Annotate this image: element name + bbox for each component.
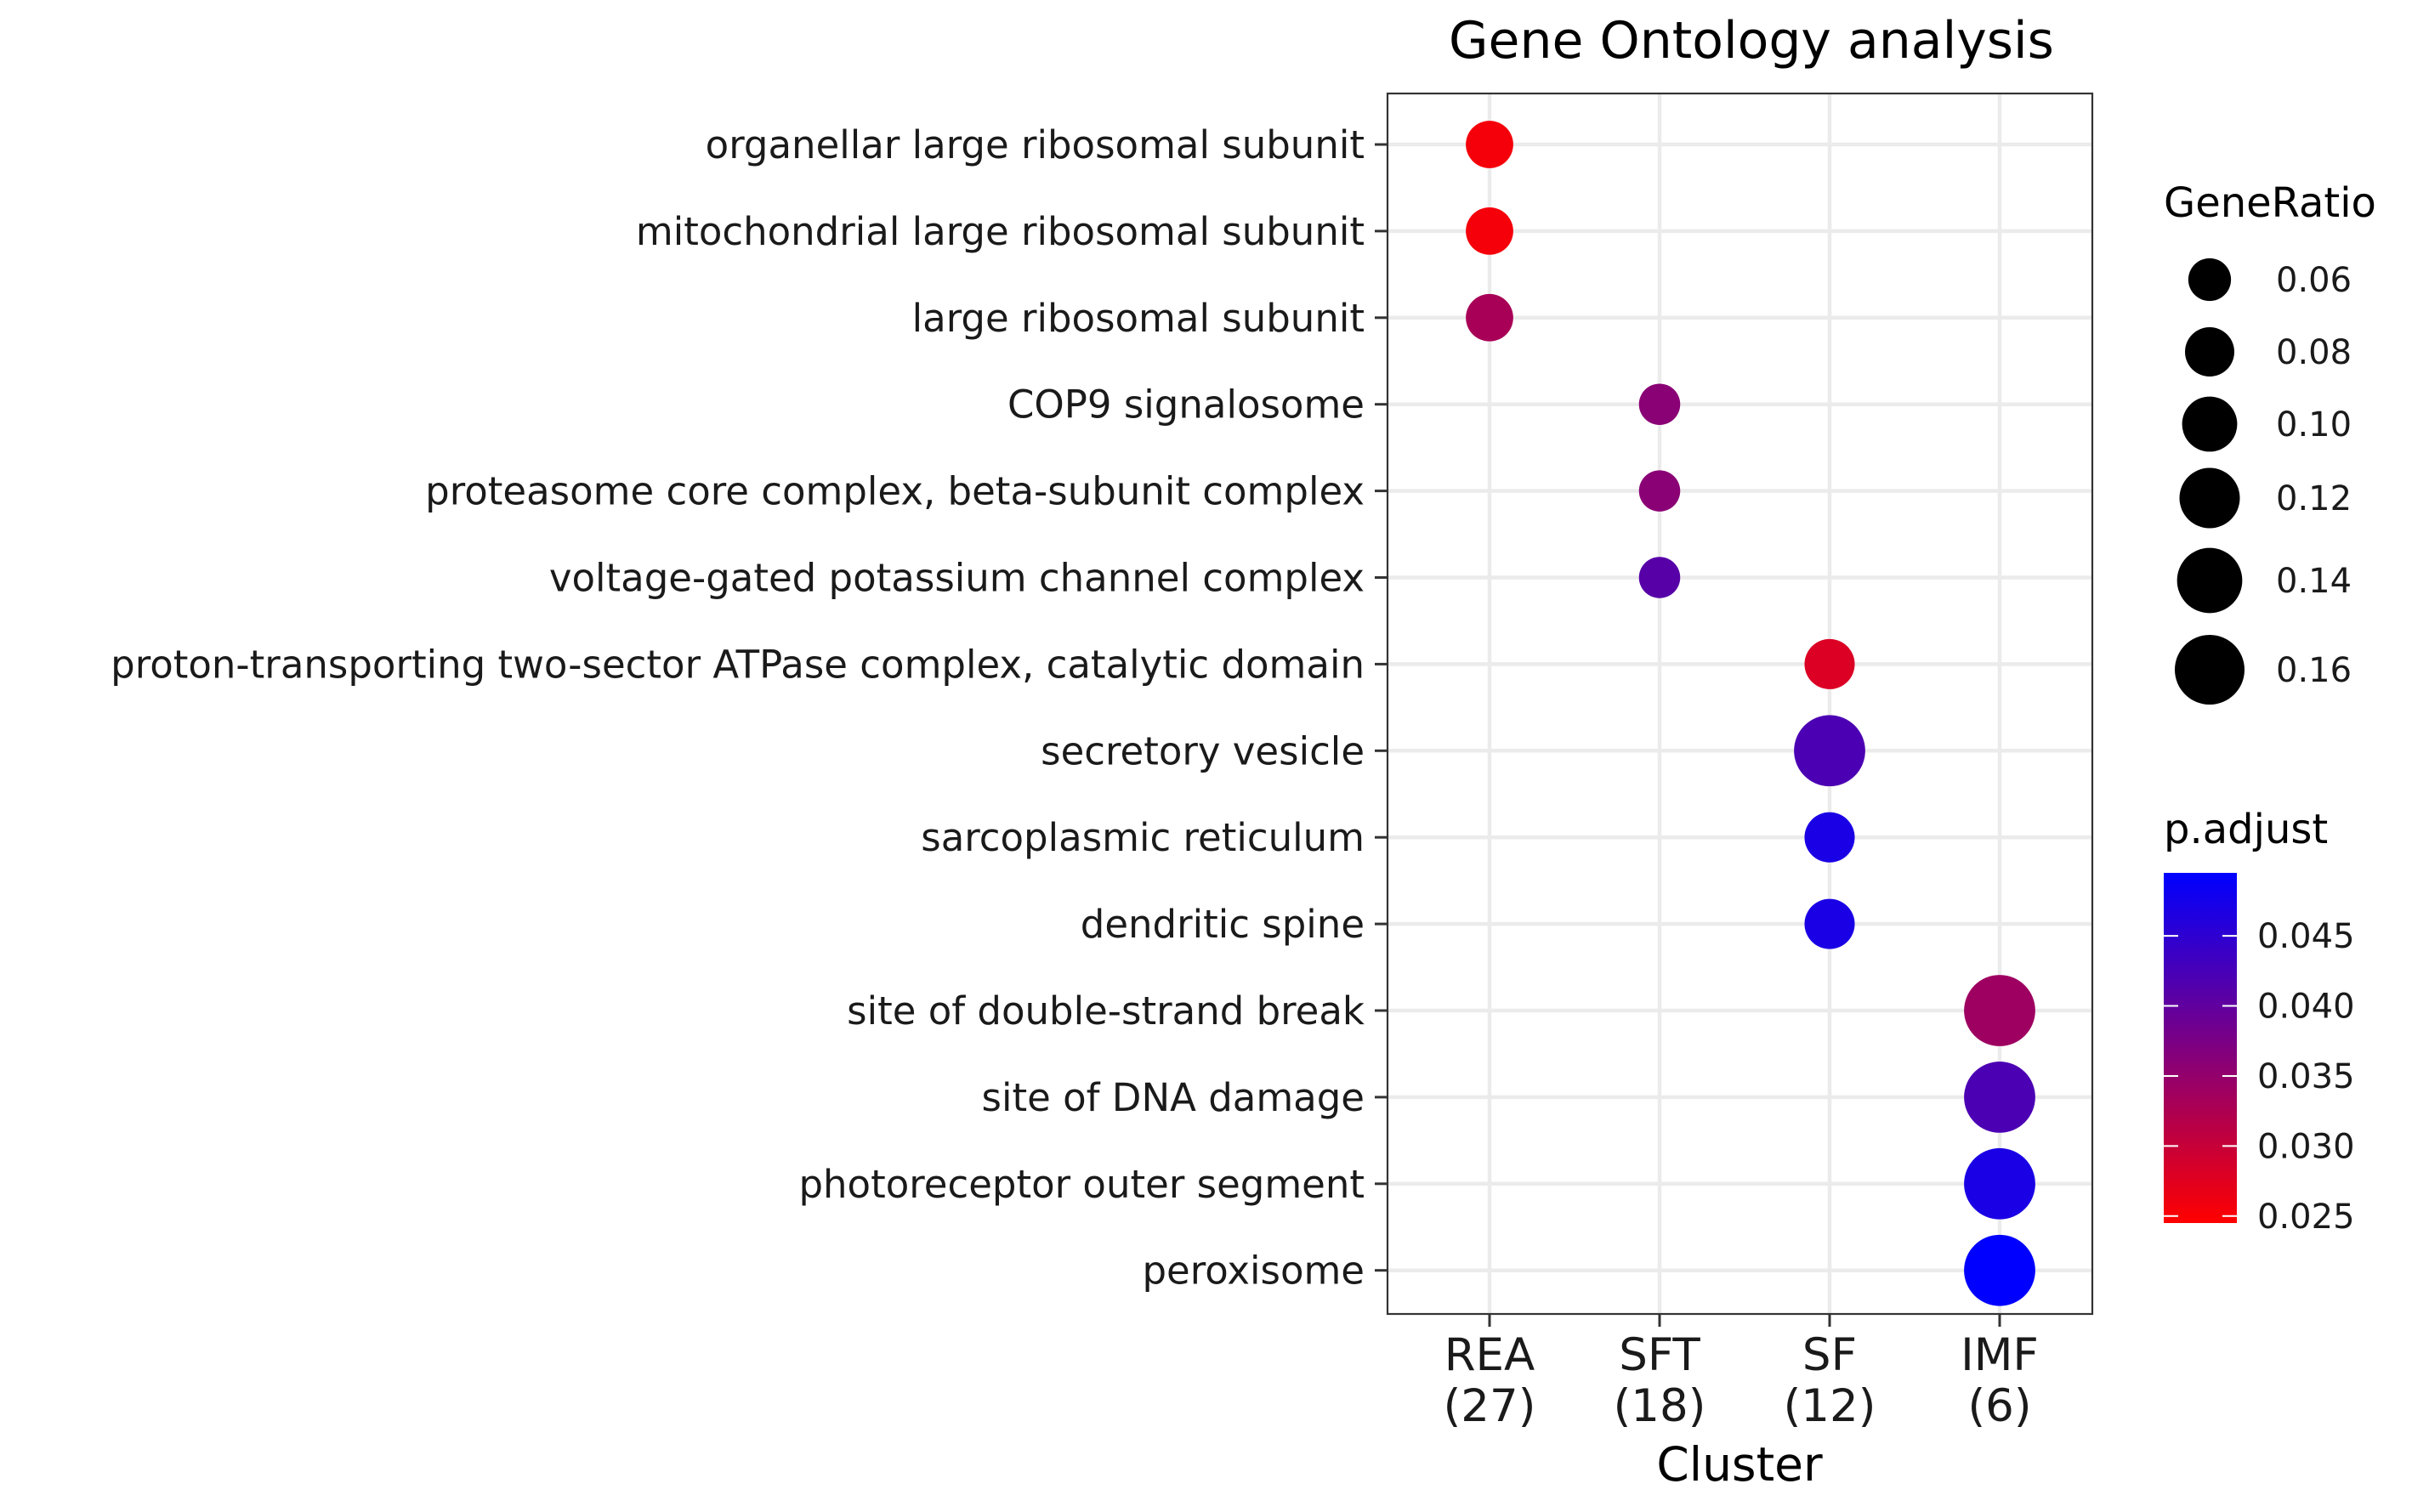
generatio-legend: 0.06 0.08 0.10 0.12 0.14 0.16 (2175, 258, 2352, 705)
point-sf-dendritic-spine (1804, 898, 1855, 949)
panel-border (1386, 92, 2094, 1316)
generatio-legend-key (2179, 467, 2240, 529)
y-tick-label-proteasome-core-complex-beta-subunit-complex: proteasome core complex, beta-subunit co… (425, 469, 1365, 514)
y-tick-label-proton-transporting-two-sector-atpase-complex-catalytic-domain: proton-transporting two-sector ATPase co… (111, 642, 1365, 687)
x-axis-ticks: REA(27) SFT(18) SF(12) IMF(6) (1444, 1314, 2039, 1432)
padjust-legend-label: 0.040 (2257, 988, 2355, 1027)
y-tick-label-large-ribosomal-subunit: large ribosomal subunit (912, 296, 1365, 341)
generatio-legend-key (2185, 327, 2234, 377)
y-tick-label-site-of-double-strand-break: site of double-strand break (847, 988, 1365, 1033)
point-imf-peroxisome (1964, 1234, 2035, 1306)
y-tick-label-secretory-vesicle: secretory vesicle (1041, 728, 1365, 773)
y-tick-label-sarcoplasmic-reticulum: sarcoplasmic reticulum (921, 815, 1365, 860)
y-tick-label-site-of-dna-damage: site of DNA damage (982, 1075, 1365, 1120)
x-axis-title: Cluster (1656, 1437, 1823, 1492)
generatio-legend-key (2182, 396, 2238, 452)
y-tick-label-dendritic-spine: dendritic spine (1081, 902, 1365, 947)
point-sft-proteasome-core-complex-beta-subunit-complex (1638, 470, 1681, 512)
y-tick-label-peroxisome: peroxisome (1142, 1249, 1365, 1294)
data-points (1466, 121, 2035, 1306)
generatio-legend-label: 0.06 (2276, 261, 2352, 300)
padjust-legend-label: 0.045 (2257, 917, 2355, 956)
padjust-legend-ticks: 0.025 0.030 0.035 0.040 0.045 (2164, 917, 2355, 1237)
point-rea-organellar-large-ribosomal-subunit (1466, 121, 1513, 168)
panel-background (1388, 93, 2092, 1314)
padjust-legend-title: p.adjust (2164, 806, 2328, 853)
point-sf-proton-transporting-two-sector-atpase-complex-catalytic-domain (1804, 638, 1855, 689)
generatio-legend-key (2188, 258, 2232, 302)
y-tick-label-cop9-signalosome: COP9 signalosome (1007, 382, 1365, 428)
generatio-legend-label: 0.12 (2276, 479, 2352, 518)
grid-lines (1388, 93, 2092, 1314)
x-tick-label-rea: REA (1444, 1329, 1535, 1381)
padjust-legend-label: 0.025 (2257, 1198, 2355, 1237)
chart-title: Gene Ontology analysis (1449, 11, 2054, 71)
point-rea-mitochondrial-large-ribosomal-subunit (1466, 207, 1513, 255)
generatio-legend-label: 0.08 (2276, 333, 2352, 372)
x-tick-count-imf: (6) (1967, 1380, 2031, 1432)
generatio-legend-title: GeneRatio (2164, 179, 2376, 227)
x-tick-label-imf: IMF (1961, 1329, 2039, 1381)
point-sft-voltage-gated-potassium-channel-complex (1638, 557, 1681, 598)
x-tick-label-sft: SFT (1619, 1329, 1700, 1381)
x-tick-label-sf: SF (1802, 1329, 1857, 1381)
y-axis-ticks: organellar large ribosomal subunit mitoch… (111, 122, 1388, 1294)
x-tick-count-sf: (12) (1784, 1380, 1876, 1432)
generatio-legend-key (2175, 635, 2245, 705)
generatio-legend-label: 0.10 (2276, 405, 2352, 445)
padjust-legend-label: 0.035 (2257, 1057, 2355, 1096)
point-sft-cop9-signalosome (1638, 383, 1681, 425)
point-imf-site-of-double-strand-break (1964, 975, 2035, 1046)
point-imf-site-of-dna-damage (1964, 1062, 2035, 1133)
generatio-legend-label: 0.16 (2276, 651, 2352, 690)
x-tick-count-sft: (18) (1614, 1380, 1706, 1432)
y-tick-label-photoreceptor-outer-segment: photoreceptor outer segment (798, 1162, 1365, 1207)
y-tick-label-voltage-gated-potassium-channel-complex: voltage-gated potassium channel complex (549, 556, 1365, 601)
padjust-colorbar (2164, 873, 2237, 1223)
generatio-legend-key (2176, 547, 2243, 614)
point-rea-large-ribosomal-subunit (1466, 293, 1513, 342)
y-tick-label-mitochondrial-large-ribosomal-subunit: mitochondrial large ribosomal subunit (636, 209, 1365, 254)
padjust-legend-label: 0.030 (2257, 1127, 2355, 1166)
point-sf-sarcoplasmic-reticulum (1804, 812, 1855, 863)
generatio-legend-label: 0.14 (2276, 562, 2352, 601)
y-tick-label-organellar-large-ribosomal-subunit: organellar large ribosomal subunit (706, 122, 1365, 167)
point-imf-photoreceptor-outer-segment (1964, 1147, 2035, 1220)
point-sf-secretory-vesicle (1794, 715, 1865, 787)
x-tick-count-rea: (27) (1444, 1380, 1536, 1432)
